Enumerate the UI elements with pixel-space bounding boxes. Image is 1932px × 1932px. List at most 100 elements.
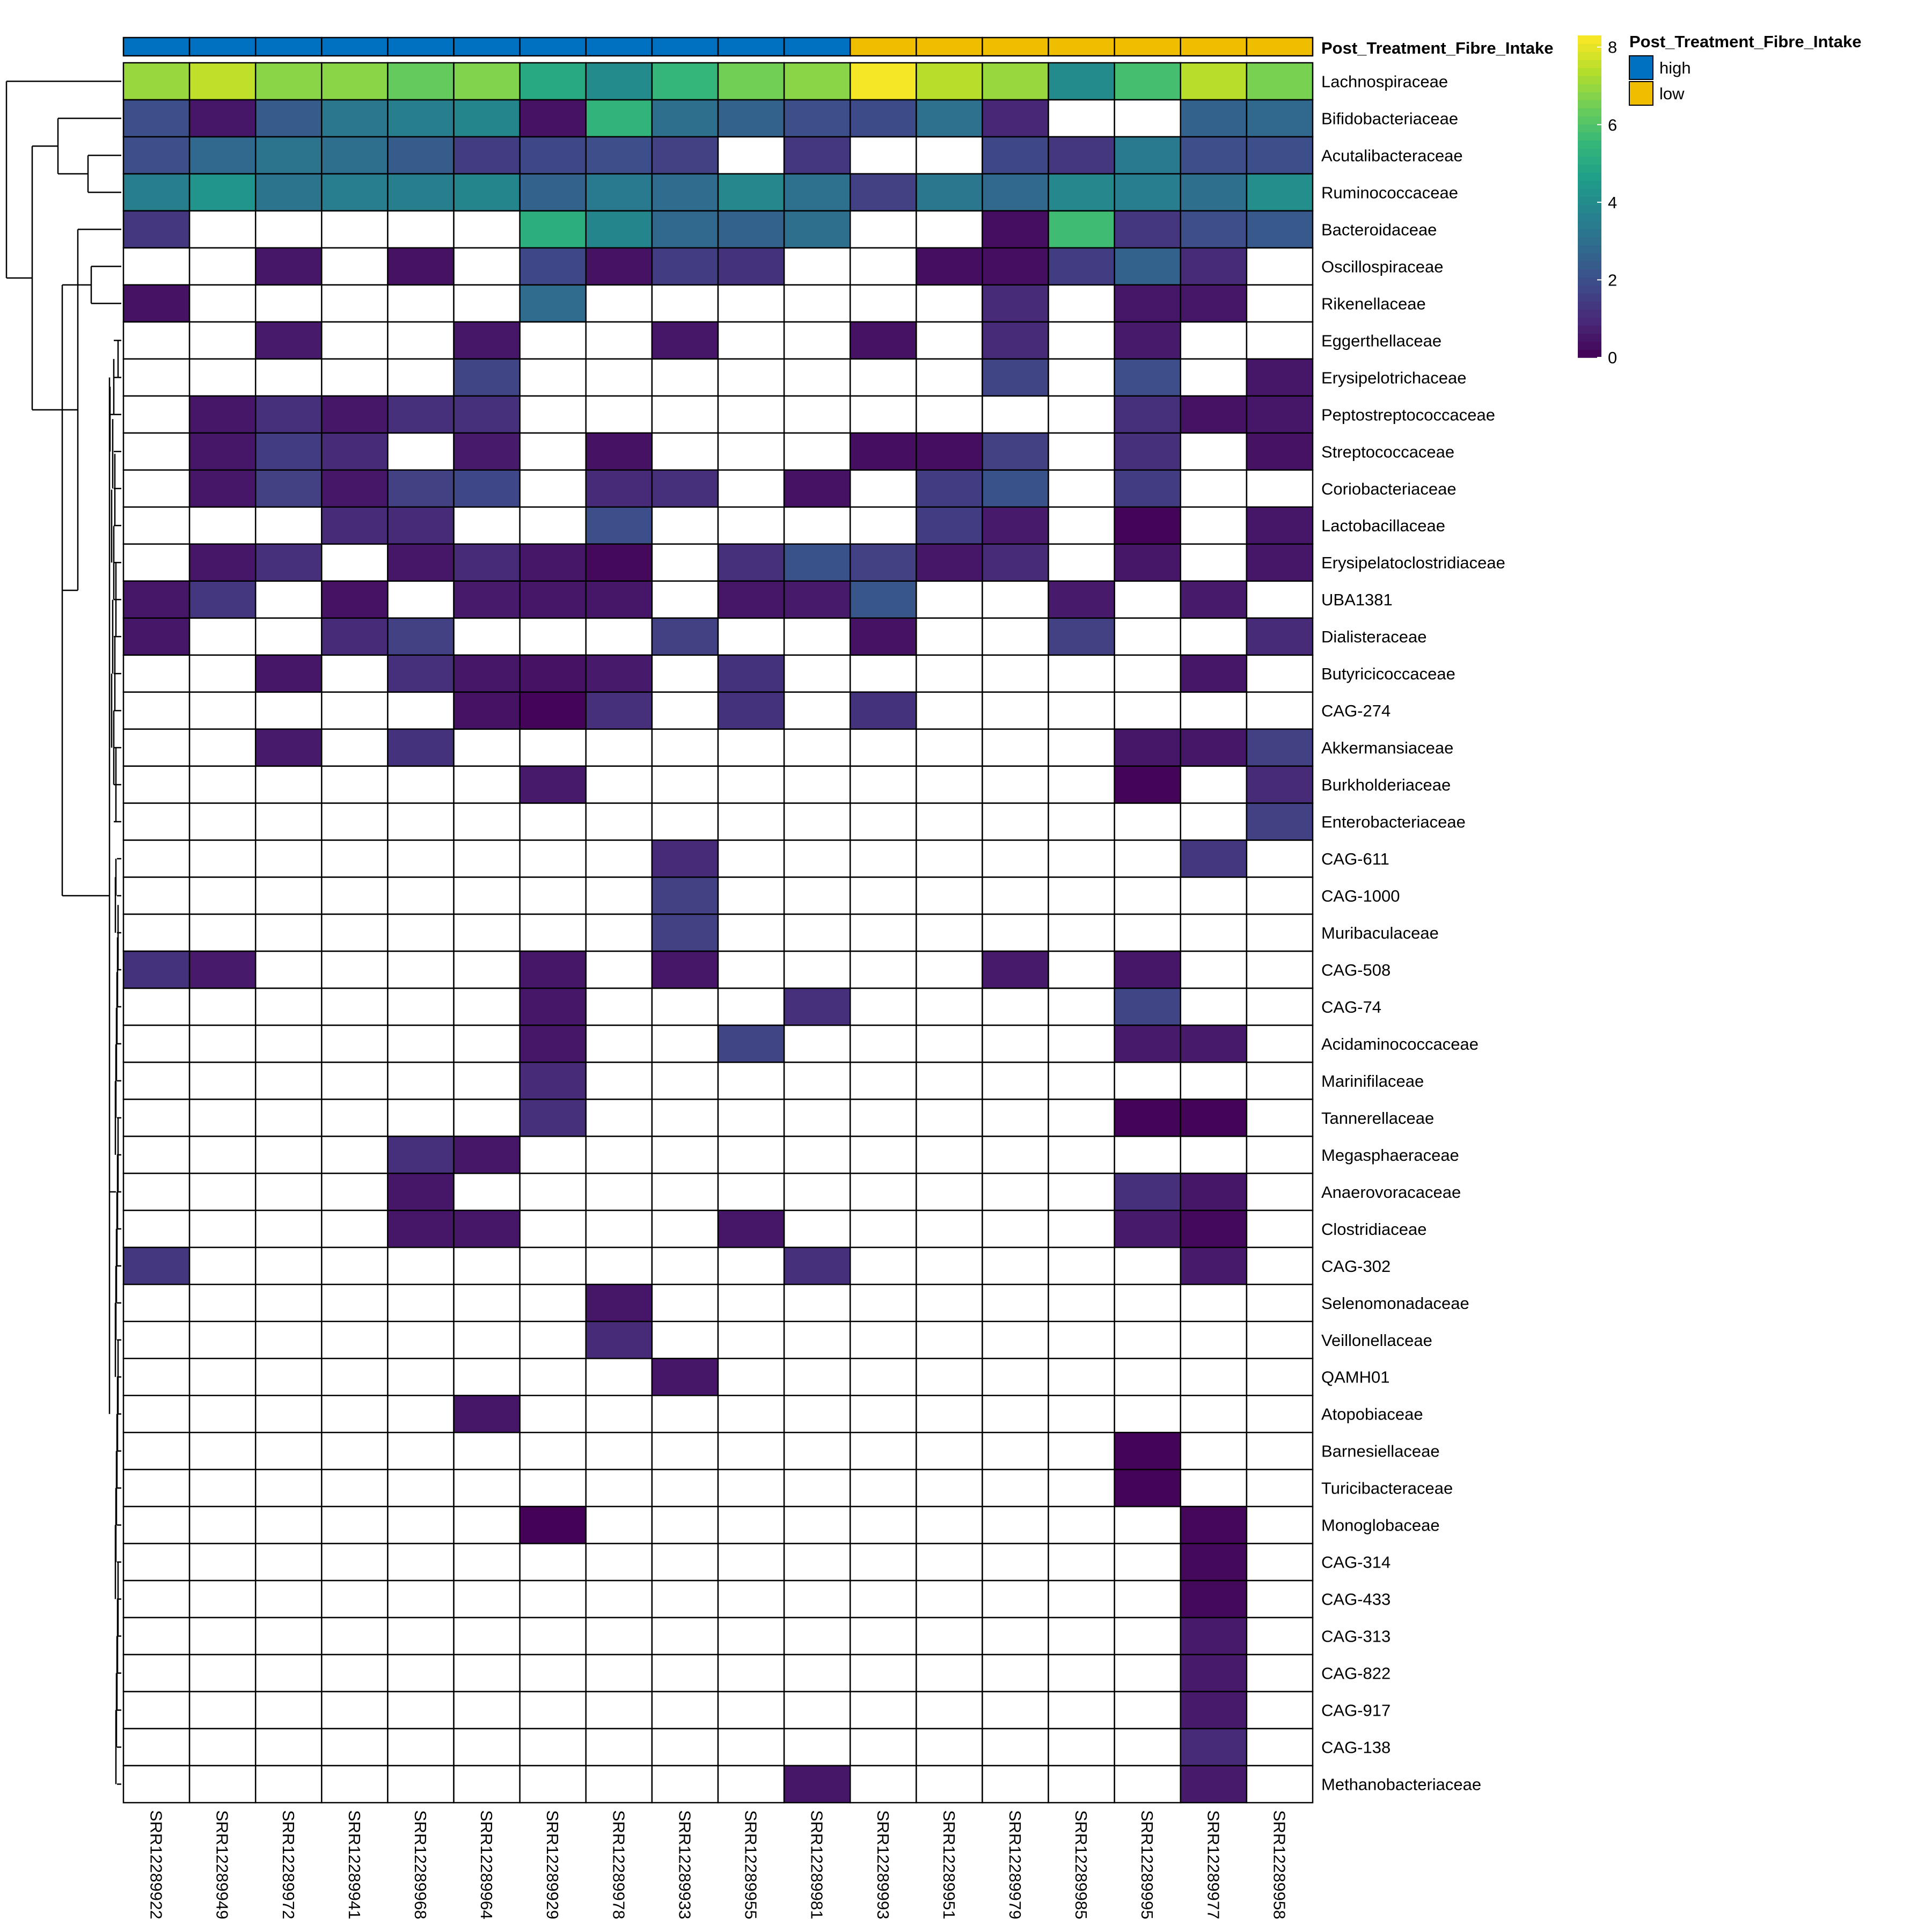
- heatmap-cell: [1048, 876, 1115, 915]
- heatmap-cell: [453, 1284, 521, 1322]
- annotation-cell: [651, 36, 719, 57]
- heatmap-cell: [1246, 469, 1314, 508]
- heatmap-cell: [1246, 62, 1314, 101]
- row-label: Eggerthellaceae: [1321, 331, 1441, 350]
- heatmap-cell: [585, 839, 653, 878]
- heatmap-cell: [387, 1394, 455, 1433]
- heatmap-cell: [849, 506, 917, 545]
- row-label: Erysipelatoclostridiaceae: [1321, 553, 1505, 572]
- heatmap-cell: [188, 1136, 257, 1174]
- heatmap-cell: [122, 506, 191, 545]
- heatmap-cell: [916, 136, 983, 175]
- heatmap-cell: [387, 913, 455, 952]
- heatmap-cell: [1246, 1321, 1314, 1359]
- heatmap-cell: [1180, 1062, 1248, 1100]
- colorbar-tick-label: 2: [1608, 270, 1617, 289]
- heatmap-cell: [717, 469, 785, 508]
- heatmap-cell: [1048, 987, 1115, 1026]
- heatmap-cell: [1114, 62, 1182, 101]
- heatmap-cell: [849, 691, 917, 730]
- heatmap-cell: [254, 765, 323, 804]
- heatmap-cell: [453, 1394, 521, 1433]
- heatmap-cell: [916, 210, 983, 249]
- heatmap-cell: [321, 1024, 389, 1063]
- heatmap-cell: [717, 1173, 785, 1211]
- heatmap-cell: [651, 1099, 719, 1137]
- heatmap-cell: [387, 1505, 455, 1545]
- heatmap-cell: [188, 1653, 257, 1693]
- heatmap-cell: [717, 913, 785, 952]
- heatmap-cell: [916, 1579, 983, 1619]
- heatmap-cell: [321, 950, 389, 989]
- heatmap-cell: [651, 1136, 719, 1174]
- row-label: UBA1381: [1321, 590, 1393, 609]
- heatmap-cell: [1114, 1358, 1182, 1396]
- heatmap-cell: [122, 432, 191, 471]
- heatmap-cell: [122, 1321, 191, 1359]
- heatmap-cell: [783, 691, 851, 730]
- heatmap-cell: [387, 1468, 455, 1507]
- heatmap-cell: [321, 1247, 389, 1285]
- heatmap-cell: [849, 358, 917, 397]
- heatmap-cell: [585, 1284, 653, 1322]
- row-label: Rikenellaceae: [1321, 294, 1426, 313]
- heatmap-cell: [453, 1468, 521, 1507]
- heatmap-cell: [783, 1358, 851, 1396]
- annotation-cell: [585, 36, 653, 57]
- heatmap-cell: [387, 173, 455, 212]
- heatmap-cell: [1180, 1765, 1248, 1804]
- heatmap-cell: [982, 173, 1049, 212]
- column-label: SRR12289993: [874, 1810, 892, 1919]
- heatmap-cell: [321, 1542, 389, 1582]
- heatmap-cell: [387, 802, 455, 841]
- heatmap-cell: [916, 1024, 983, 1063]
- heatmap-cell: [188, 395, 257, 434]
- heatmap-cell: [982, 1099, 1049, 1137]
- row-label: Methanobacteriaceae: [1321, 1775, 1481, 1794]
- heatmap-cell: [1180, 1579, 1248, 1619]
- heatmap-cell: [321, 876, 389, 915]
- row-label: CAG-313: [1321, 1627, 1391, 1646]
- annotation-cell: [849, 36, 917, 57]
- heatmap-cell: [916, 691, 983, 730]
- heatmap-cell: [519, 1062, 587, 1100]
- heatmap-cell: [982, 247, 1049, 286]
- heatmap-cell: [849, 284, 917, 323]
- heatmap-cell: [717, 247, 785, 286]
- heatmap-cell: [1048, 1579, 1115, 1619]
- row-label: CAG-74: [1321, 998, 1381, 1016]
- heatmap-cell: [387, 543, 455, 582]
- heatmap-cell: [453, 395, 521, 434]
- heatmap-cell: [1048, 506, 1115, 545]
- heatmap-cell: [982, 1579, 1049, 1619]
- heatmap-cell: [519, 1210, 587, 1248]
- colorbar-segment: [1578, 309, 1601, 318]
- annotation-cell: [1246, 36, 1314, 57]
- heatmap-cell: [982, 802, 1049, 841]
- heatmap-cell: [188, 1210, 257, 1248]
- row-label: Barnesiellaceae: [1321, 1442, 1440, 1461]
- heatmap-cell: [387, 765, 455, 804]
- heatmap-cell: [1048, 1358, 1115, 1396]
- heatmap-cell: [321, 247, 389, 286]
- heatmap-cell: [1048, 136, 1115, 175]
- heatmap-cell: [1048, 839, 1115, 878]
- row-label: Akkermansiaceae: [1321, 738, 1453, 757]
- heatmap-cell: [585, 1765, 653, 1804]
- heatmap-cell: [651, 1321, 719, 1359]
- heatmap-cell: [519, 1542, 587, 1582]
- heatmap-cell: [585, 1173, 653, 1211]
- heatmap-cell: [321, 987, 389, 1026]
- heatmap-cell: [321, 99, 389, 138]
- heatmap-cell: [188, 839, 257, 878]
- heatmap-cell: [453, 1321, 521, 1359]
- heatmap-cell: [717, 99, 785, 138]
- heatmap-cell: [188, 691, 257, 730]
- heatmap-cell: [717, 1394, 785, 1433]
- heatmap-cell: [519, 506, 587, 545]
- heatmap-cell: [453, 1247, 521, 1285]
- colorbar-segment: [1578, 172, 1601, 181]
- heatmap-cell: [916, 987, 983, 1026]
- heatmap-cell: [916, 876, 983, 915]
- heatmap-cell: [387, 691, 455, 730]
